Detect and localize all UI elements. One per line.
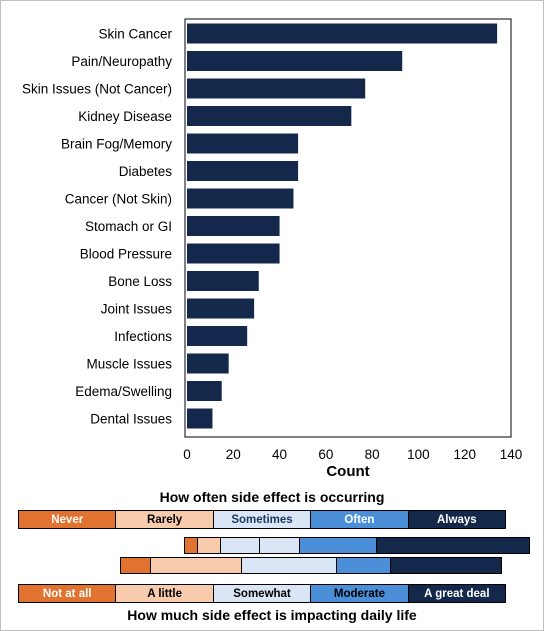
frequency-example-segment-0 [185,538,199,553]
impact-example-segment-3 [337,558,391,573]
impact-example-segment-2 [242,558,338,573]
category-labels: Skin Cancer Pain/Neuropathy Skin Issues (N… [22,27,173,427]
x-tick-label: 80 [365,447,380,462]
frequency-legend-title: How often side effect is occurring [159,489,385,505]
x-tick-label: 0 [183,447,191,462]
bar-4 [187,133,299,154]
count-bar-chart: Skin Cancer Pain/Neuropathy Skin Issues (N… [22,18,522,480]
impact-level-1: A little [116,585,214,602]
impact-level-2: Somewhat [213,585,312,602]
category-label: Pain/Neuropathy [71,54,172,69]
bar-14 [187,408,213,429]
category-label: Brain Fog/Memory [61,137,172,152]
bar-13 [187,381,222,401]
category-label: Diabetes [119,164,173,179]
category-label: Stomach or GI [85,219,172,234]
frequency-level-2: Sometimes [213,511,312,528]
category-label: Bone Loss [108,274,172,289]
impact-example-bar [120,557,502,574]
frequency-example-bar [184,537,530,554]
impact-example-segment-4 [390,558,501,573]
bar-3 [187,106,352,126]
frequency-example-segment-5 [377,538,529,553]
impact-scale: Not at all A little Somewhat Moderate A grea… [18,584,506,603]
category-label: Blood Pressure [80,247,172,262]
bar-2 [187,78,366,99]
x-tick-label: 60 [318,447,333,462]
bar-12 [187,353,229,374]
x-tick-label: 20 [226,447,241,462]
x-tick-label: 120 [453,447,476,462]
category-label: Kidney Disease [78,109,172,124]
impact-level-4: A great deal [408,585,506,602]
bar-10 [187,298,255,319]
category-label: Edema/Swelling [75,384,172,399]
impact-example-segment-0 [121,558,151,573]
bar-11 [187,326,248,346]
bar-9 [187,271,259,291]
impact-example-segment-1 [150,558,243,573]
bar-1 [187,51,403,71]
frequency-example-segment-4 [299,538,378,553]
impact-level-3: Moderate [311,585,409,602]
impact-level-0: Not at all [19,585,117,602]
frequency-level-3: Often [311,511,409,528]
category-label: Muscle Issues [86,357,172,372]
bar-7 [187,216,280,236]
frequency-level-4: Always [408,511,506,528]
frequency-example-segment-1 [198,538,221,553]
frequency-level-0: Never [19,511,117,528]
frequency-example-segment-2 [220,538,260,553]
x-tick-label: 100 [407,447,430,462]
impact-legend-title: How much side effect is impacting daily … [127,607,417,623]
x-tick-label: 40 [272,447,287,462]
category-label: Dental Issues [90,412,172,427]
category-label: Skin Cancer [98,27,172,42]
bar-0 [187,23,498,44]
frequency-example-segment-3 [259,538,300,553]
x-tick-label: 140 [500,447,523,462]
x-axis-title: Count [326,463,369,480]
category-label: Joint Issues [101,302,173,317]
frequency-level-1: Rarely [116,511,214,528]
bar-5 [187,161,299,181]
x-tick-labels: 0 20 40 60 80 100 120 140 [183,447,522,462]
category-label: Cancer (Not Skin) [65,192,172,207]
bar-8 [187,243,280,264]
category-label: Skin Issues (Not Cancer) [22,82,172,97]
frequency-scale: Never Rarely Sometimes Often Always [18,510,506,529]
bars-layer [187,23,498,429]
category-label: Infections [114,329,172,344]
bar-6 [187,188,294,209]
